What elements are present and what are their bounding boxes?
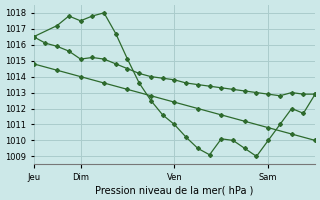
X-axis label: Pression niveau de la mer( hPa ): Pression niveau de la mer( hPa ) [95, 185, 253, 195]
